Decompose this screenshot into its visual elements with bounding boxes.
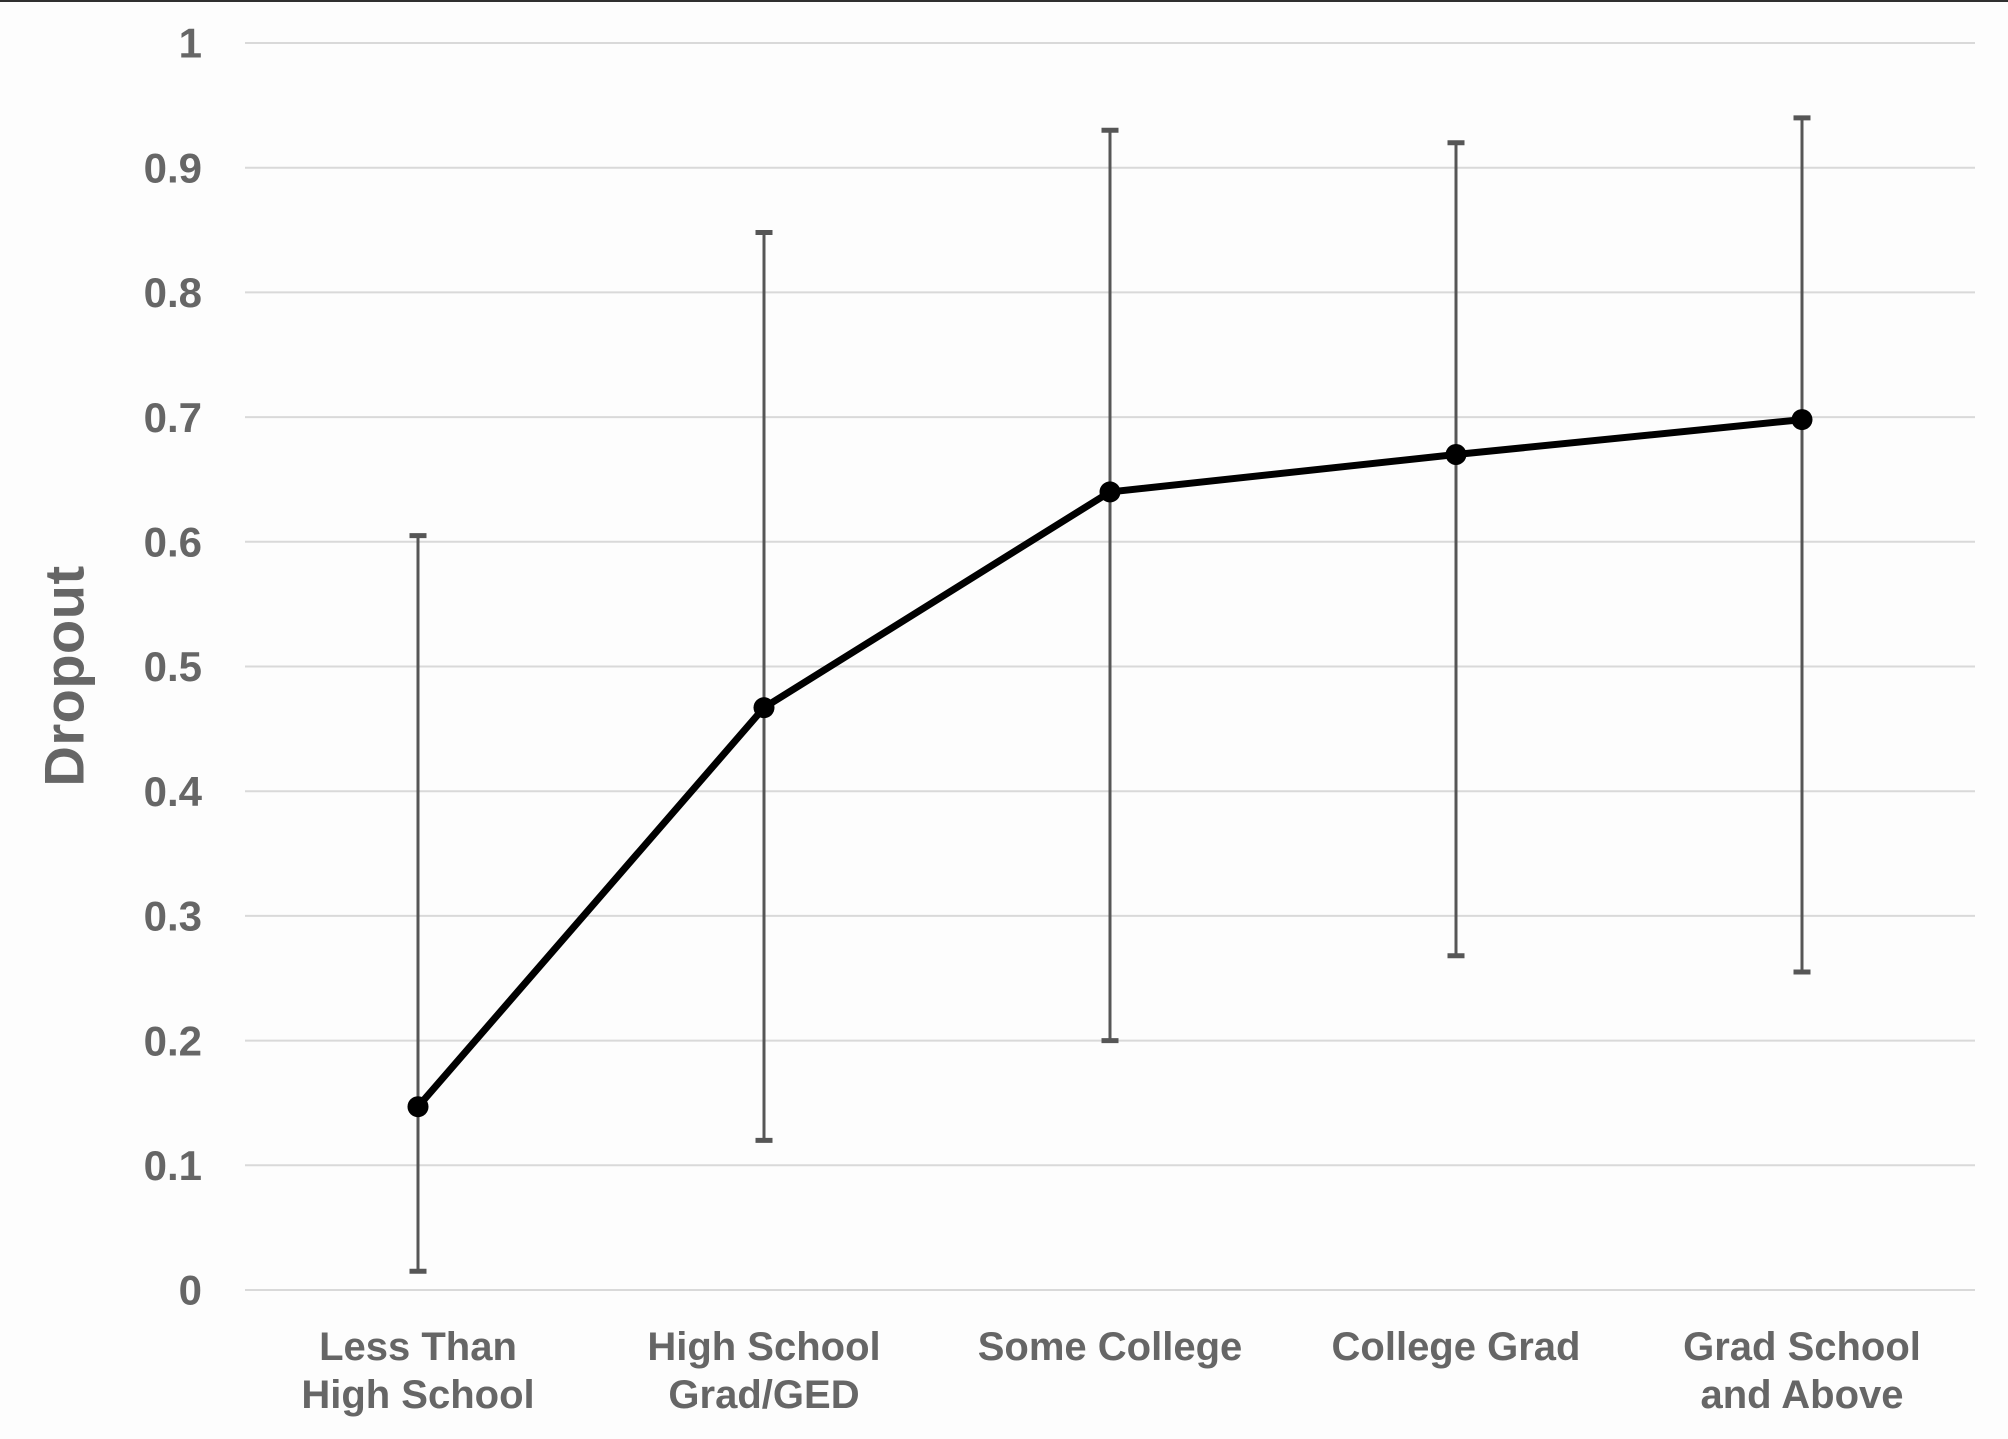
y-tick-label: 0.2 (144, 1017, 202, 1064)
data-point-marker (1791, 409, 1813, 431)
data-point-marker (407, 1096, 429, 1118)
y-tick-label: 0.9 (144, 144, 202, 191)
y-tick-label: 0.1 (144, 1142, 202, 1189)
x-category-label: Less Than High School (301, 1325, 534, 1417)
data-point-marker (1445, 444, 1467, 466)
x-category-label: High School Grad/GED (647, 1325, 880, 1417)
x-category-label: College Grad (1332, 1325, 1581, 1369)
y-tick-label: 0 (179, 1267, 202, 1314)
data-point-marker (1099, 481, 1121, 503)
y-tick-label: 1 (179, 20, 202, 67)
y-tick-label: 0.6 (144, 519, 202, 566)
data-point-marker (753, 697, 775, 719)
y-tick-label: 0.4 (144, 768, 203, 815)
x-category-label: Grad School and Above (1683, 1325, 1921, 1417)
y-tick-label: 0.8 (144, 269, 202, 316)
y-tick-label: 0.7 (144, 394, 202, 441)
y-tick-label: 0.3 (144, 893, 202, 940)
window-top-edge (0, 0, 2008, 2)
x-category-label: Some College (978, 1325, 1243, 1369)
y-tick-label: 0.5 (144, 643, 202, 690)
